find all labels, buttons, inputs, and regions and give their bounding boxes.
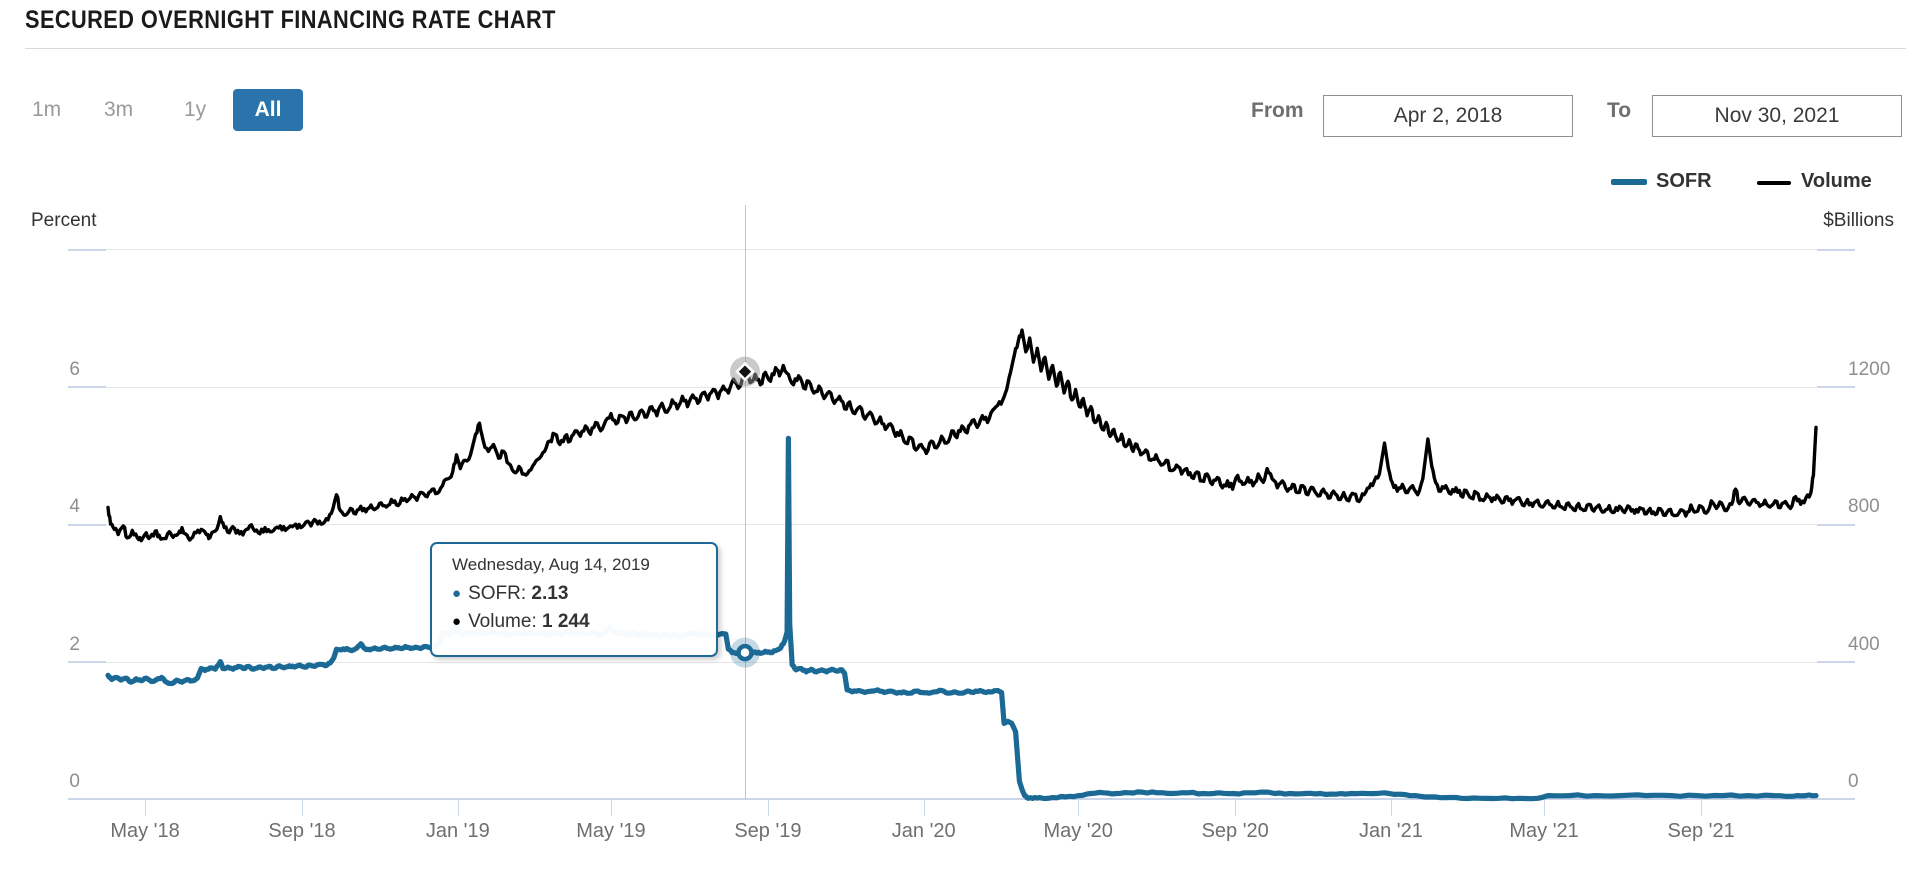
x-axis-label: Sep '20 [1201, 820, 1269, 842]
from-date-input[interactable] [1323, 95, 1573, 137]
right-axis-label: 400 [1848, 633, 1880, 655]
range-button-1m[interactable]: 1m [32, 98, 62, 121]
x-axis-label: May '20 [1043, 820, 1113, 842]
to-date-input[interactable] [1652, 95, 1902, 137]
volume-bullet-icon: ● [452, 613, 462, 630]
left-axis-label: 4 [69, 496, 80, 518]
x-axis-label: Jan '21 [1358, 820, 1423, 842]
right-axis-title: $Billions [1823, 210, 1894, 231]
x-axis-label: May '21 [1509, 820, 1579, 842]
range-button-all[interactable]: All [233, 89, 303, 131]
tooltip-volume-value: 1 244 [542, 611, 590, 632]
range-button-1y[interactable]: 1y [184, 98, 207, 121]
legend-swatch-sofr [1611, 179, 1647, 185]
legend-item-volume[interactable]: Volume [1801, 170, 1872, 192]
x-axis-label: May '19 [576, 820, 646, 842]
x-axis-label: Sep '18 [268, 820, 336, 842]
x-axis-line [68, 798, 1855, 800]
page-title: SECURED OVERNIGHT FINANCING RATE CHART [25, 6, 556, 34]
right-axis-tick [1817, 661, 1855, 664]
right-axis-tick [1817, 386, 1855, 389]
x-axis-tick [457, 799, 459, 816]
title-divider [25, 48, 1906, 49]
chart-tooltip: Wednesday, Aug 14, 2019 ● SOFR: 2.13 ● Vol… [430, 542, 718, 657]
x-axis-tick [610, 799, 612, 816]
crosshair-line [745, 205, 746, 799]
series-line-volume [106, 328, 1818, 543]
right-axis-label: 1200 [1848, 358, 1891, 380]
right-axis-label: 0 [1848, 771, 1859, 792]
left-axis-title: Percent [31, 210, 97, 231]
x-axis-label: Sep '21 [1667, 820, 1735, 842]
right-axis-tick [1817, 523, 1855, 526]
left-axis-tick [68, 523, 106, 526]
x-axis-tick [1078, 799, 1080, 816]
left-axis-label: 0 [69, 771, 80, 792]
series-line-sofr [105, 435, 1819, 802]
right-axis-tick [1817, 248, 1855, 251]
range-button-3m[interactable]: 3m [104, 98, 134, 121]
x-axis-tick [1235, 799, 1237, 816]
x-axis-tick [302, 799, 304, 816]
x-axis-label: May '18 [110, 820, 180, 842]
legend-item-sofr[interactable]: SOFR [1656, 170, 1712, 192]
legend-swatch-volume [1757, 181, 1791, 185]
to-label: To [1607, 99, 1632, 122]
left-axis-label: 6 [69, 358, 80, 380]
tooltip-date: Wednesday, Aug 14, 2019 [452, 555, 650, 574]
left-axis-tick [68, 661, 106, 664]
x-axis-tick [145, 799, 147, 816]
gridline [68, 249, 1855, 251]
x-axis-tick [1701, 799, 1703, 816]
sofr-bullet-icon: ● [452, 585, 462, 602]
gridline [68, 524, 1855, 526]
left-axis-tick [68, 386, 106, 389]
left-axis-tick [68, 248, 106, 251]
x-axis-tick [1544, 799, 1546, 816]
x-axis-tick [767, 799, 769, 816]
left-axis-label: 2 [69, 633, 80, 655]
x-axis-tick [1390, 799, 1392, 816]
x-axis-label: Jan '20 [891, 820, 956, 842]
tooltip-sofr-value: 2.13 [531, 583, 569, 604]
gridline [68, 386, 1855, 388]
gridline [68, 661, 1855, 663]
from-label: From [1251, 99, 1304, 122]
tooltip-row-volume: ● Volume: 1 244 [452, 611, 590, 632]
tooltip-row-sofr: ● SOFR: 2.13 [452, 583, 569, 604]
x-axis-tick [923, 799, 925, 816]
right-axis-label: 800 [1848, 496, 1880, 518]
x-axis-label: Jan '19 [425, 820, 490, 842]
x-axis-label: Sep '19 [734, 820, 802, 842]
